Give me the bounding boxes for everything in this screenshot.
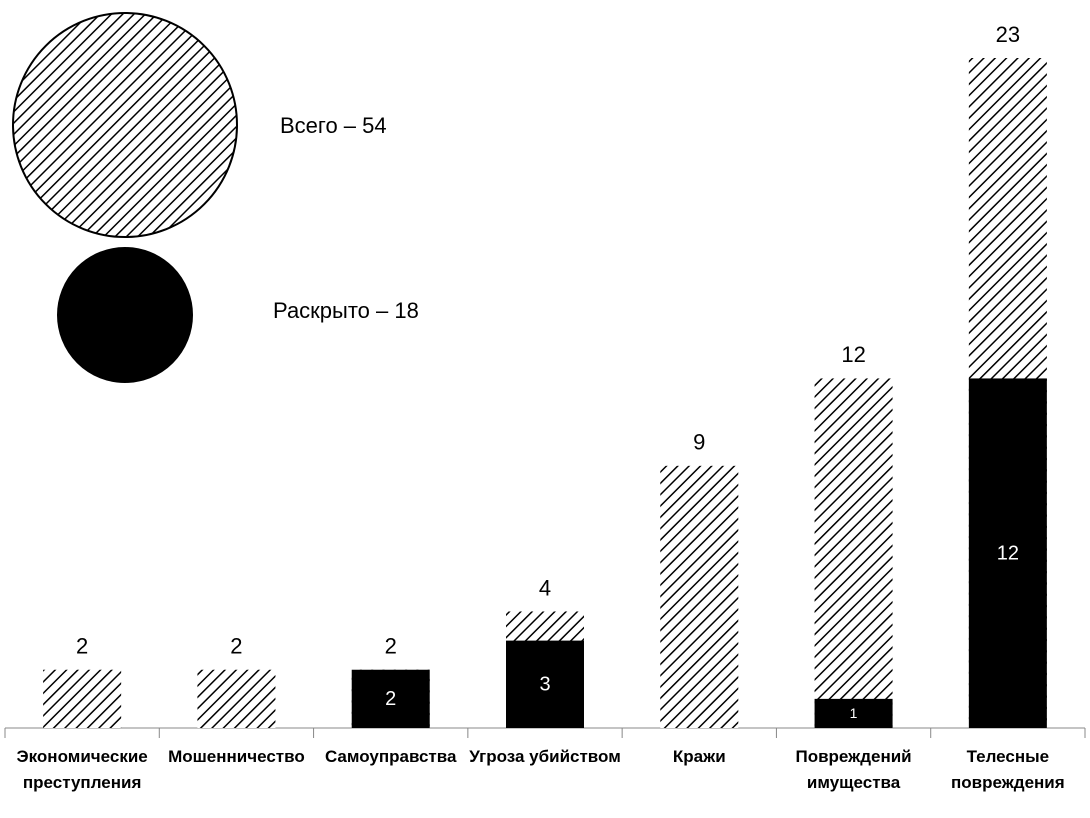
bar <box>814 378 893 728</box>
data-label: 12 <box>841 342 865 367</box>
data-label: 12 <box>997 542 1019 564</box>
data-label: 2 <box>385 688 396 710</box>
bar <box>506 640 584 728</box>
data-label: 3 <box>539 674 550 696</box>
legend-label: Раскрыто – 18 <box>273 298 419 323</box>
data-label: 1 <box>850 705 858 721</box>
data-label: 2 <box>385 634 397 659</box>
legend-swatch <box>57 247 193 383</box>
bar <box>43 669 122 728</box>
x-tick-label: Телесные повреждения <box>951 747 1065 792</box>
legend-label: Всего – 54 <box>280 113 387 138</box>
bar <box>968 378 1047 728</box>
bar <box>351 669 430 728</box>
data-label: 4 <box>539 575 551 600</box>
data-label: 2 <box>230 634 242 659</box>
data-label: 9 <box>693 430 705 455</box>
legend-swatch <box>12 12 238 238</box>
bar <box>660 465 739 728</box>
x-tick-label: Мошенничество <box>168 747 305 766</box>
x-tick-label: Кражи <box>672 747 726 766</box>
bar <box>197 669 276 728</box>
x-tick-label: Угроза убийством <box>469 747 621 766</box>
x-tick-label: Экономические преступления <box>16 747 148 792</box>
data-label: 23 <box>996 22 1020 47</box>
x-tick-label: Самоуправства <box>324 747 457 766</box>
bar <box>814 698 893 728</box>
data-label: 2 <box>76 634 88 659</box>
x-tick-label: Повреждений имущества <box>795 747 912 792</box>
